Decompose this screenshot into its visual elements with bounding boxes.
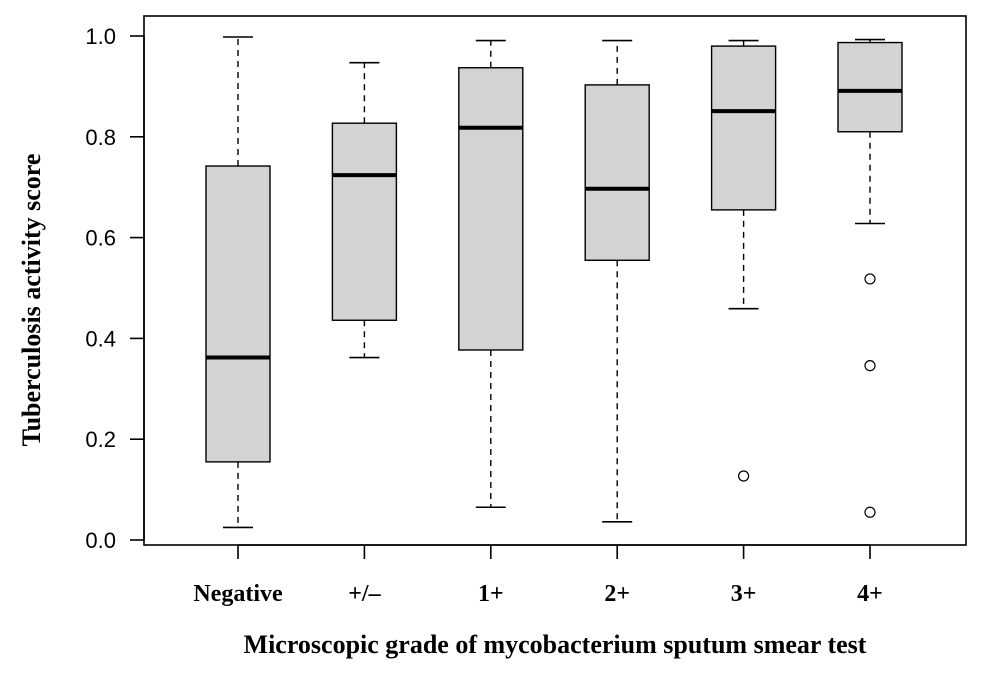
x-axis-title: Microscopic grade of mycobacterium sputu…	[244, 630, 867, 659]
box-4	[710, 39, 777, 482]
iqr-box	[458, 67, 524, 351]
box-series	[205, 36, 903, 529]
y-tick-label: 0.6	[85, 226, 116, 251]
x-tick-label: Negative	[193, 581, 283, 607]
outlier-point	[737, 470, 750, 482]
box-0	[205, 36, 271, 529]
iqr-box	[710, 45, 777, 211]
y-axis: 0.0 0.2 0.4 0.6 0.8 1.0	[85, 24, 145, 553]
x-axis: Negative +/– 1+ 2+ 3+ 4+	[193, 544, 883, 607]
iqr-box	[584, 84, 650, 261]
box-2	[458, 39, 524, 509]
box-1	[331, 61, 398, 359]
y-tick-label: 0.2	[85, 427, 116, 452]
iqr-box	[205, 165, 271, 463]
iqr-box	[837, 41, 903, 133]
x-tick-label: 2+	[604, 581, 630, 607]
box-3	[584, 39, 650, 523]
x-tick-label: +/–	[348, 581, 381, 607]
y-tick-label: 0.0	[85, 528, 116, 553]
x-tick-label: 1+	[478, 581, 504, 607]
y-axis-title: Tuberculosis activity score	[17, 154, 46, 447]
x-tick-label: 4+	[857, 581, 883, 607]
iqr-box	[331, 122, 398, 321]
y-tick-label: 0.8	[85, 125, 116, 150]
y-tick-label: 1.0	[85, 24, 116, 49]
outlier-point	[864, 506, 876, 518]
outlier-point	[864, 273, 876, 285]
box-5	[837, 38, 903, 518]
x-tick-label: 3+	[731, 581, 757, 607]
outlier-point	[864, 360, 876, 372]
y-tick-label: 0.4	[85, 326, 116, 351]
